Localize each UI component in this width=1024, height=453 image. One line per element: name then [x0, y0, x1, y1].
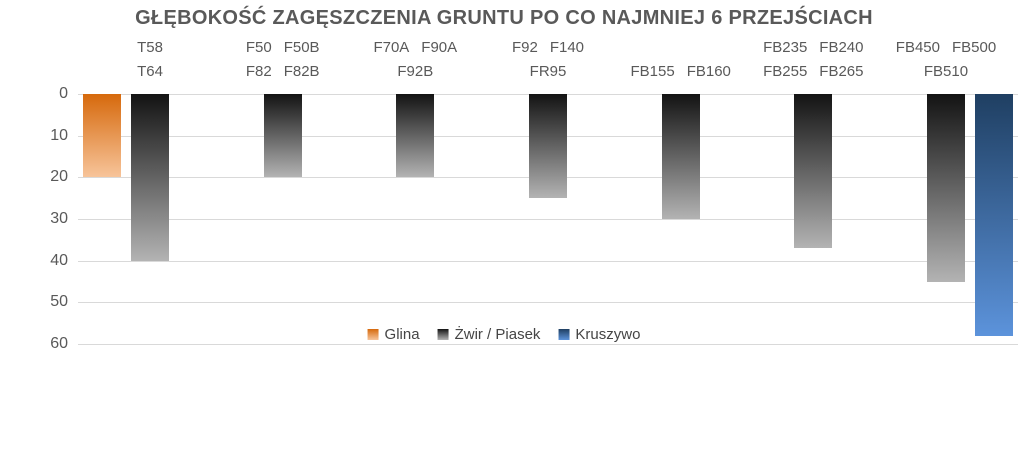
category-label-row: FB450 FB500 [861, 36, 1024, 60]
category-label-row: F50 F50B [198, 36, 368, 60]
category-label-row: FR95 [463, 60, 633, 84]
bar--wir-piasek [263, 94, 302, 178]
glina-swatch-icon [367, 329, 379, 340]
category-label-row: F92B [330, 60, 500, 84]
category-label-group: FB235 FB240 FB255 FB265 [728, 36, 898, 84]
category-label: F92 [511, 39, 538, 56]
category-label-group: F92 F140 FR95 [463, 36, 633, 84]
y-tick-label: 40 [50, 251, 68, 269]
category-label-row: T64 [65, 60, 235, 84]
category-label: FB155 [630, 63, 675, 80]
legend-label-zwir-piasek: Żwir / Piasek [454, 326, 541, 343]
bar-kruszywo [975, 94, 1013, 336]
category-label-row: T58 [65, 36, 235, 60]
legend-item-kruszywo: Kruszywo [558, 326, 640, 343]
category-label: FB510 [923, 63, 969, 80]
category-label-row: FB255 FB265 [728, 60, 898, 84]
y-tick-label: 60 [50, 335, 68, 352]
y-tick-label: 50 [50, 293, 68, 311]
category-label: F82 [245, 63, 272, 80]
category-label: FB235 [763, 39, 808, 56]
zwir-piasek-swatch-icon [437, 329, 449, 340]
legend: Glina Żwir / Piasek Kruszywo [367, 326, 640, 343]
category-label: F50 [245, 39, 272, 56]
category-label: F70A [373, 39, 410, 56]
category-label-row: F70A F90A [330, 36, 500, 60]
category-label: F140 [549, 39, 585, 56]
chart-title: GŁĘBOKOŚĆ ZAGĘSZCZENIA GRUNTU PO CO NAJM… [135, 7, 873, 29]
bar--wir-piasek [396, 94, 435, 178]
category-label-row: FB235 FB240 [728, 36, 898, 60]
legend-label-kruszywo: Kruszywo [575, 326, 641, 343]
category-label-row: F82 F82B [198, 60, 368, 84]
category-label-group: T58 T64 [65, 36, 235, 84]
category-label-group: F70A F90A F92B [330, 36, 500, 84]
gridline [78, 302, 1018, 304]
bar--wir-piasek [661, 94, 700, 219]
legend-label-glina: Glina [384, 326, 420, 343]
category-label: FB450 [895, 39, 940, 56]
bar--wir-piasek [131, 94, 169, 261]
y-tick-label: 0 [59, 85, 68, 102]
category-label-row: FB155 FB160 [596, 60, 766, 84]
bar--wir-piasek [794, 94, 833, 249]
gridline [78, 219, 1018, 220]
bar--wir-piasek [529, 94, 567, 199]
y-tick-label: 10 [50, 126, 68, 144]
category-label-row: FB510 [861, 60, 1024, 84]
gridline [78, 344, 1018, 345]
category-label: T58 [137, 39, 163, 56]
y-tick-label: 30 [50, 210, 68, 227]
category-label: F90A [421, 39, 458, 56]
category-label: F50B [283, 39, 320, 56]
y-tick-label: 20 [50, 168, 68, 186]
bar-glina [83, 94, 121, 178]
category-label: FB160 [686, 63, 731, 80]
category-label-group: FB450 FB500 FB510 [861, 36, 1024, 84]
category-label-group: F50 F50B F82 F82B [198, 36, 368, 84]
category-label: F92B [397, 63, 434, 80]
bar--wir-piasek [927, 94, 965, 282]
category-label: FB255 [763, 63, 808, 80]
category-label: FB265 [819, 63, 864, 80]
category-label-row: F92 F140 [463, 36, 633, 60]
category-label: T64 [137, 63, 163, 80]
legend-item-zwir-piasek: Żwir / Piasek [437, 326, 541, 343]
category-label-group: FB155 FB160 [596, 36, 766, 84]
legend-item-glina: Glina [367, 326, 420, 343]
category-label: FB500 [952, 39, 997, 56]
category-label: F82B [283, 63, 320, 80]
kruszywo-swatch-icon [558, 329, 570, 340]
category-label: FB240 [819, 39, 864, 56]
category-label: FR95 [529, 63, 567, 80]
gridline [78, 260, 1018, 262]
